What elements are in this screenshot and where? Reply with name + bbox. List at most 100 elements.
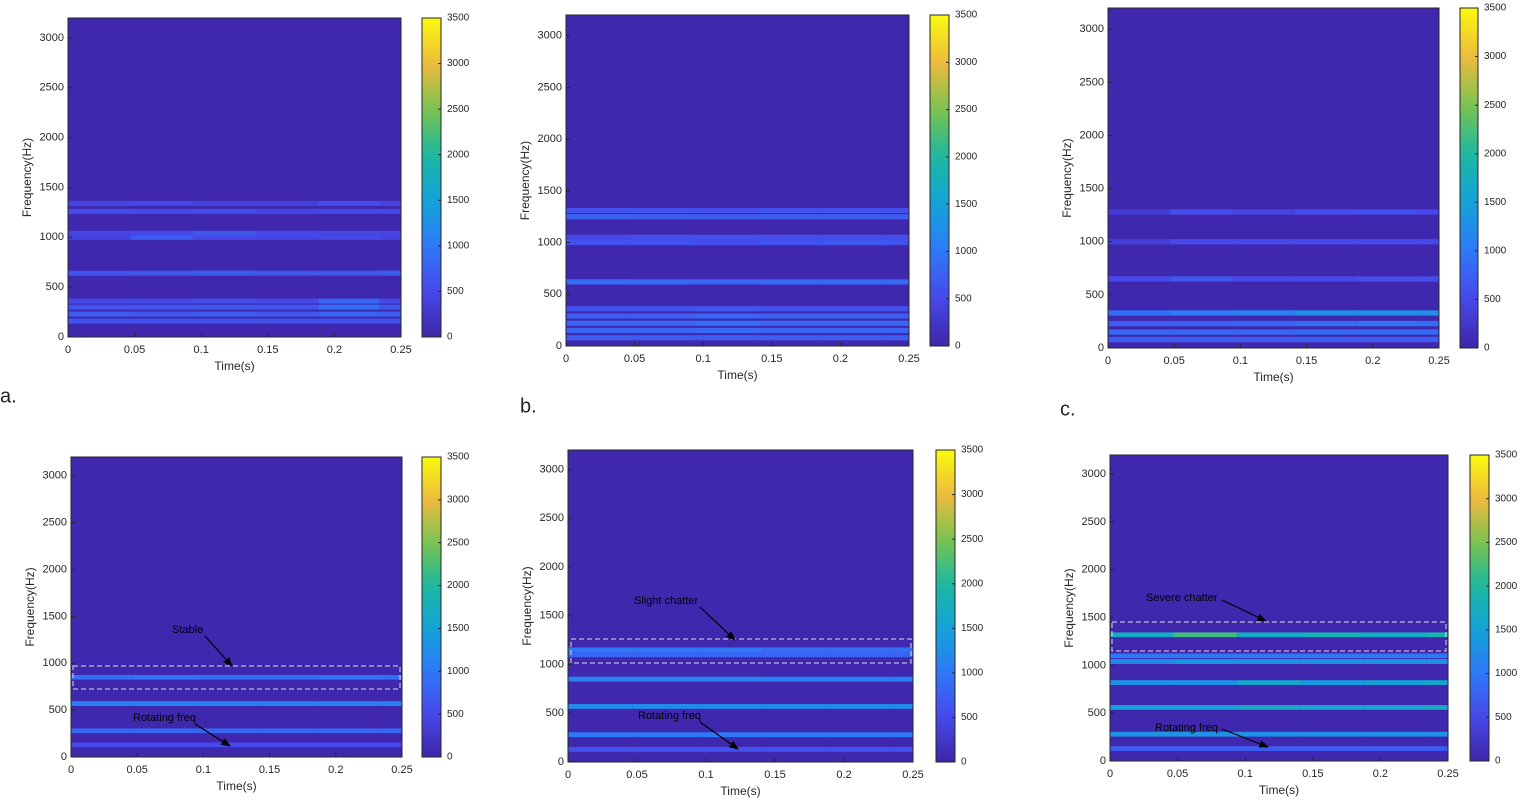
heatmap-cell (568, 676, 633, 682)
colorbar-tick-label: 3500 (1495, 450, 1518, 461)
plot-frame (70, 456, 403, 758)
heatmap-cell (1294, 209, 1357, 215)
heatmap-cell (1108, 239, 1171, 245)
x-axis-label: Time(s) (1253, 370, 1293, 384)
colorbar (421, 17, 442, 338)
heatmap-cell (1173, 632, 1238, 638)
heatmap-cell (130, 304, 194, 310)
annotation-arrow (1221, 599, 1267, 622)
y-tick-label: 500 (1088, 707, 1106, 719)
heatmap-cell (823, 214, 888, 220)
annotation: Severe chatter (1146, 592, 1218, 604)
heatmap-cell (823, 239, 888, 246)
heatmap-cell (1232, 310, 1295, 316)
heatmap-cell (694, 279, 760, 285)
heatmap-cell (318, 200, 380, 206)
colorbar-tick-label: 3000 (961, 489, 984, 500)
heatmap-cell (566, 313, 631, 319)
x-tick-label: 0.25 (902, 769, 923, 781)
x-tick-label: 0.2 (833, 353, 848, 365)
heatmap-cell (1426, 653, 1448, 659)
heatmap-cell (630, 313, 695, 319)
heatmap-cell (1417, 320, 1439, 327)
y-tick-label: 3000 (540, 463, 564, 475)
heatmap-cell (1417, 310, 1439, 316)
x-tick-label: 0 (563, 353, 569, 365)
heatmap-cell (630, 239, 695, 246)
heatmap-cell (694, 320, 760, 326)
y-tick-label: 0 (558, 756, 564, 768)
heatmap-cell (1108, 310, 1171, 316)
colorbar-tick-label: 500 (1484, 294, 1501, 305)
heatmap-cell (887, 320, 909, 326)
heatmap-cell (1356, 310, 1418, 316)
heatmap-cell (193, 234, 256, 240)
colorbar (935, 449, 956, 763)
heatmap-cell (1232, 209, 1295, 215)
colorbar-tick-label: 0 (447, 332, 453, 343)
highlight-box (1111, 621, 1447, 652)
heatmap-cell (823, 313, 888, 319)
heatmap-cell (1300, 659, 1365, 664)
heatmap-cell (890, 746, 913, 752)
heatmap-cell (1232, 320, 1295, 327)
colorbar-tick-label: 1500 (447, 623, 470, 634)
heatmap-cell (257, 742, 320, 748)
heatmap-cell (759, 320, 824, 326)
colorbar-tick-label: 1000 (1484, 245, 1507, 256)
heatmap-cell (1364, 680, 1427, 685)
heatmap-cell (380, 728, 402, 734)
heatmap-cell (1364, 705, 1427, 710)
plot-frame (67, 17, 402, 338)
heatmap-cell (257, 674, 320, 680)
y-tick-label: 2000 (540, 561, 564, 573)
heatmap-cell (379, 304, 401, 310)
heatmap-cell (887, 279, 909, 285)
heatmap-cell (130, 230, 194, 236)
heatmap-cell (1356, 320, 1418, 327)
x-tick-label: 0.1 (1233, 355, 1248, 367)
x-axis-label: Time(s) (717, 368, 757, 382)
y-axis-label: Frequency(Hz) (1062, 568, 1076, 647)
plot-frame (1109, 454, 1449, 762)
heatmap-cell (1108, 209, 1171, 215)
x-tick-label: 0.2 (836, 769, 851, 781)
heatmap-cell (697, 676, 763, 682)
colorbar-tick-label: 2500 (961, 534, 984, 545)
heatmap-cell (823, 335, 888, 341)
x-tick-label: 0 (68, 764, 74, 776)
heatmap-cell (827, 732, 891, 738)
heatmap-cell (759, 279, 824, 285)
heatmap-cell (694, 335, 760, 341)
colorbar-tick-label: 3000 (447, 58, 470, 69)
colorbar-tick-label: 3000 (955, 57, 978, 68)
heatmap-cell (566, 279, 631, 285)
heatmap-cell (133, 742, 196, 748)
heatmap-cell (762, 647, 828, 653)
heatmap-cell (1170, 329, 1233, 335)
x-tick-label: 0.05 (124, 344, 145, 356)
heatmap-cell (1364, 731, 1427, 737)
heatmap-cell (887, 207, 909, 214)
heatmap-cell (890, 647, 913, 653)
heatmap-cell (1232, 329, 1295, 335)
annotation: Rotating freq (1155, 722, 1218, 734)
x-tick-label: 0.05 (126, 764, 147, 776)
x-tick-label: 0.1 (194, 344, 209, 356)
heatmap-cell (827, 746, 891, 752)
heatmap-cell (697, 746, 763, 752)
heatmap-cell (255, 298, 319, 304)
plot-background (68, 18, 401, 337)
plot-frame (567, 449, 914, 763)
heatmap-cell (1170, 336, 1233, 343)
heatmap-cell (130, 200, 194, 206)
heatmap-cell (630, 327, 695, 334)
heatmap-cell (193, 298, 256, 304)
y-tick-label: 2500 (540, 512, 564, 524)
colorbar-tick-label: 3000 (1484, 51, 1507, 62)
plot-background (566, 15, 909, 346)
y-tick-label: 1500 (1082, 611, 1106, 623)
heatmap-cell (823, 327, 888, 334)
heatmap-cell (71, 701, 134, 706)
